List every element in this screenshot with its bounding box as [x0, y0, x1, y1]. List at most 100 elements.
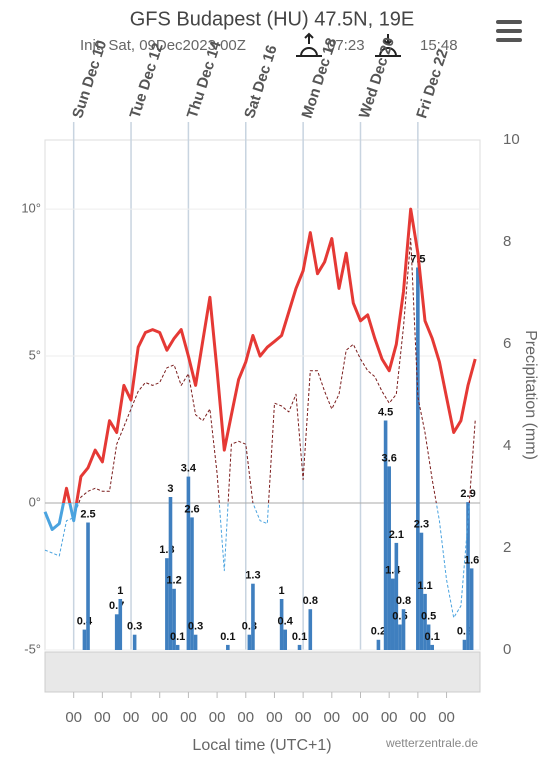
- wind-strip: [44, 651, 481, 693]
- date-label: Sun Dec 10: [69, 38, 110, 120]
- x-tick-label: 00: [65, 709, 82, 726]
- precip-label: 0.4: [77, 616, 93, 628]
- x-tick-label: 00: [94, 709, 111, 726]
- precip-label: 0.3: [188, 621, 203, 633]
- precip-bar: [175, 644, 180, 650]
- precip-bar: [118, 599, 123, 650]
- precip-label: 3.4: [181, 463, 197, 475]
- precip-label: 0.8: [303, 595, 318, 607]
- x-tick-label: 00: [237, 709, 254, 726]
- sunset-icon: [375, 34, 401, 57]
- y2-tick-label: 0: [503, 641, 511, 658]
- precip-label: 0.1: [170, 631, 185, 643]
- x-tick-label: 00: [352, 709, 369, 726]
- precip-label: 1.4: [385, 565, 401, 577]
- precip-bar: [383, 420, 388, 650]
- y2-tick-label: 2: [503, 539, 511, 556]
- precip-label: 1.6: [464, 554, 479, 566]
- x-tick-label: 00: [151, 709, 168, 726]
- y2-tick-label: 4: [503, 437, 511, 454]
- chart-title: GFS Budapest (HU) 47.5N, 19E: [130, 8, 415, 30]
- precip-label: 0.2: [371, 626, 386, 638]
- precip-label: 0.1: [220, 631, 235, 643]
- precip-bar: [419, 532, 424, 650]
- y2-axis-label: Precipitation (mm): [522, 330, 539, 460]
- precip-label: 0.1: [425, 631, 440, 643]
- line-below-zero: [44, 503, 470, 619]
- precip-bar: [283, 629, 288, 650]
- precip-label: 0.8: [396, 595, 411, 607]
- precip-label: 0.5: [421, 610, 436, 622]
- line-above-zero: [61, 207, 477, 503]
- precip-label: 1: [279, 585, 285, 597]
- precip-label: 1.2: [166, 575, 181, 587]
- precip-bar: [376, 639, 381, 650]
- date-label: Sat Dec 16: [241, 43, 281, 120]
- x-tick-label: 00: [266, 709, 283, 726]
- y2-tick-label: 6: [503, 335, 511, 352]
- sunrise-time: 07:23: [327, 37, 365, 54]
- precip-bar: [247, 634, 252, 650]
- precip-label: 2.3: [414, 519, 429, 531]
- date-label: Fri Dec 22: [413, 47, 451, 120]
- precip-bar: [394, 542, 399, 650]
- x-tick-label: 00: [209, 709, 226, 726]
- precip-label: 0.3: [127, 621, 142, 633]
- precip-bar: [86, 522, 90, 650]
- subtitle: Init: Sat, 09Dec2023 00Z: [80, 37, 246, 54]
- y2-tick-label: 8: [503, 233, 511, 250]
- plot-frame: [44, 139, 481, 651]
- precip-label: 2.9: [460, 488, 475, 500]
- precip-label: 2.5: [80, 508, 95, 520]
- precip-bar: [186, 476, 191, 650]
- x-tick-label: 00: [123, 709, 140, 726]
- precip-bar: [430, 644, 434, 650]
- precip-bar: [168, 497, 173, 650]
- precip-label: 3.6: [382, 452, 397, 464]
- precip-label: 2.1: [389, 529, 404, 541]
- precip-bar: [82, 629, 87, 650]
- precip-bar: [114, 614, 119, 650]
- precip-bar: [132, 634, 137, 650]
- precip-label: 1: [117, 585, 123, 597]
- precip-bar: [308, 609, 313, 650]
- x-tick-label: 00: [381, 709, 398, 726]
- precip-bar: [462, 639, 467, 650]
- precip-bar: [416, 267, 420, 650]
- precip-bar: [251, 583, 255, 650]
- x-tick-label: 00: [438, 709, 455, 726]
- precip-label: 3: [167, 483, 173, 495]
- y-tick-label: 5°: [29, 347, 41, 362]
- precip-bar: [398, 624, 402, 650]
- x-axis-label: Local time (UTC+1): [192, 737, 331, 754]
- precip-bar: [297, 644, 302, 650]
- credit: wetterzentrale.de: [385, 736, 478, 750]
- y2-tick-label: 10: [503, 131, 520, 148]
- menu-icon[interactable]: [496, 20, 522, 42]
- precip-bar: [387, 466, 391, 650]
- precip-bar: [426, 624, 431, 650]
- y-tick-label: 0°: [29, 494, 41, 509]
- precip-bar: [226, 644, 230, 650]
- precip-bar: [466, 502, 470, 650]
- precip-label: 0.4: [278, 616, 294, 628]
- precip-bar: [172, 588, 176, 650]
- precip-bar: [469, 568, 474, 650]
- precip-label: 2.6: [184, 503, 199, 515]
- x-tick-label: 00: [323, 709, 340, 726]
- precip-bar: [279, 599, 284, 650]
- x-tick-label: 00: [295, 709, 312, 726]
- precip-label: 4.5: [378, 406, 393, 418]
- y-tick-label: -5°: [24, 641, 41, 656]
- precip-bar: [190, 517, 194, 650]
- x-tick-label: 00: [410, 709, 427, 726]
- sunset-time: 15:48: [420, 37, 458, 54]
- precip-label: 0.1: [292, 631, 307, 643]
- line-above-zero: [78, 238, 476, 503]
- precip-label: 1.3: [245, 570, 260, 582]
- y-tick-label: 10°: [21, 201, 41, 216]
- precip-bar: [401, 609, 406, 650]
- precip-bar: [423, 593, 427, 650]
- precip-bar: [165, 558, 169, 650]
